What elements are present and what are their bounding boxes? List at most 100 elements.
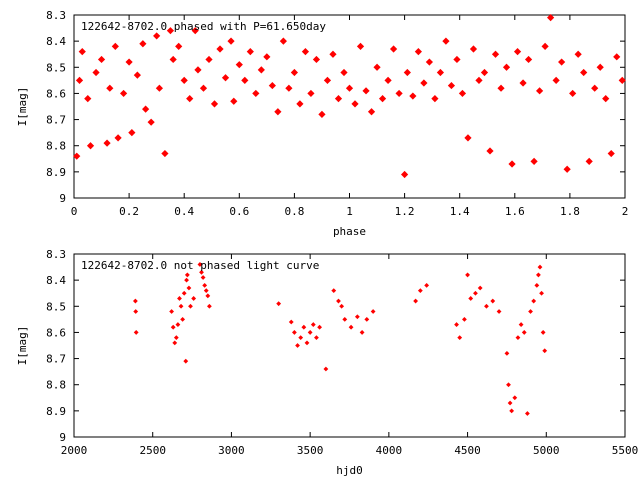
data-point [521, 330, 527, 335]
y-tick-label: 8.6 [46, 87, 66, 100]
data-point [92, 68, 100, 77]
data-point [403, 68, 411, 77]
data-point [524, 411, 530, 416]
data-point [200, 275, 206, 280]
data-point [370, 309, 376, 314]
data-point [314, 335, 319, 341]
data-point [331, 288, 337, 293]
data-point [447, 81, 456, 90]
data-point [288, 319, 294, 325]
data-point [504, 350, 510, 356]
data-point [580, 68, 588, 77]
data-point [475, 76, 483, 84]
data-point [86, 142, 95, 150]
data-point [465, 272, 470, 278]
data-point [513, 48, 522, 56]
y-tick-label: 8.9 [46, 405, 66, 418]
data-point [384, 76, 392, 84]
data-point [536, 272, 541, 278]
y-tick-label: 9 [59, 431, 66, 444]
data-point [180, 76, 188, 84]
y-tick-label: 8.9 [46, 166, 66, 179]
data-point [436, 68, 445, 77]
x-tick-label: 5500 [612, 444, 639, 457]
data-point [424, 282, 430, 288]
x-tick-label: 0.8 [284, 205, 304, 218]
data-point [364, 316, 370, 322]
data-point [257, 66, 265, 74]
data-point [191, 27, 199, 35]
data-point [177, 296, 182, 301]
data-point [153, 32, 161, 40]
data-point [453, 55, 461, 64]
data-point [155, 84, 164, 92]
y-tick-label: 8.3 [46, 248, 66, 261]
data-point [75, 76, 84, 84]
data-point [78, 48, 86, 56]
data-point [183, 358, 189, 364]
data-point [563, 165, 571, 173]
x-axis-label: phase [333, 225, 366, 238]
x-tick-label: 2500 [139, 444, 166, 457]
data-point [296, 100, 304, 108]
data-point [285, 84, 293, 92]
data-point [602, 95, 610, 103]
data-point [279, 37, 287, 45]
data-point [395, 89, 403, 98]
data-point [221, 74, 230, 82]
data-point [139, 40, 147, 48]
data-point [84, 95, 92, 103]
data-point [537, 264, 543, 270]
data-point [169, 55, 177, 64]
data-point [310, 322, 316, 327]
data-point [246, 48, 254, 56]
data-point [230, 97, 238, 105]
data-point [574, 50, 582, 58]
data-point [420, 79, 428, 87]
data-point [491, 50, 500, 58]
x-tick-label: 1.6 [505, 205, 525, 218]
x-tick-label: 1.2 [395, 205, 415, 218]
data-point [442, 37, 450, 45]
data-point [194, 66, 202, 74]
data-point [334, 95, 343, 103]
data-point [169, 309, 175, 314]
data-point [547, 14, 555, 22]
chart-title: 122642-8702.0 phased with P=61.650day [81, 20, 326, 33]
data-point [111, 42, 119, 50]
data-point [133, 71, 141, 79]
data-point [184, 277, 189, 283]
data-point [378, 95, 387, 103]
data-point [462, 316, 467, 322]
data-point [484, 303, 489, 309]
data-point [480, 68, 489, 77]
y-tick-label: 8.6 [46, 326, 66, 339]
data-point [457, 335, 463, 341]
x-tick-label: 2 [622, 205, 629, 218]
x-tick-label: 0.2 [119, 205, 139, 218]
y-axis-label: I[mag] [16, 87, 29, 127]
data-point [180, 316, 186, 322]
data-point [205, 55, 213, 64]
data-point [524, 55, 533, 64]
data-point [540, 330, 546, 335]
data-point [202, 282, 208, 288]
data-point [173, 335, 179, 341]
data-point [468, 296, 474, 301]
x-tick-label: 3500 [297, 444, 324, 457]
data-point [197, 262, 203, 267]
x-tick-label: 1.8 [560, 205, 580, 218]
data-point [591, 84, 599, 92]
data-point [558, 58, 566, 66]
data-point [205, 293, 211, 299]
data-point [304, 340, 310, 346]
data-point [509, 408, 515, 414]
data-point [454, 322, 459, 327]
data-point [241, 76, 249, 84]
x-tick-label: 5000 [533, 444, 560, 457]
data-point [336, 298, 341, 304]
data-point [119, 89, 128, 98]
data-point [263, 53, 271, 61]
data-point [114, 134, 122, 142]
